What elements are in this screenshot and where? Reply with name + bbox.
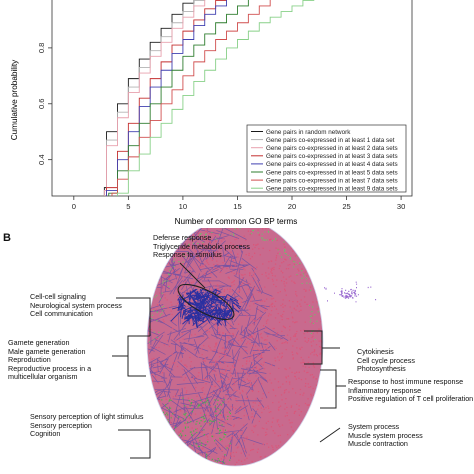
y-tick-label: 0.6 — [37, 98, 46, 109]
label-cell-cell: Cell-cell signaling Neurological system … — [30, 292, 122, 319]
network-nodes-green — [160, 397, 231, 466]
bracket-8 — [320, 369, 337, 409]
legend-entry-1: Gene pairs in random network — [266, 129, 351, 136]
label-cytokinesis: Cytokinesis Cell cycle process Photosynt… — [357, 347, 415, 374]
bracket-2 — [116, 297, 151, 336]
x-tick-label: 25 — [342, 202, 350, 211]
purple-cluster-nodes — [324, 281, 377, 303]
cumulative-probability-chart: 0 5 10 15 20 25 30 0.4 0.6 0.8 Gene pairs in rand… — [10, 0, 413, 226]
x-tick-label: 15 — [233, 202, 241, 211]
label-system: System process Muscle system process Mus… — [348, 422, 423, 449]
legend-entry-3: Gene pairs co-expressed in at least 2 da… — [266, 145, 398, 152]
x-tick-label: 20 — [288, 202, 296, 211]
bracket-5 — [118, 429, 151, 459]
legend-entry-4: Gene pairs co-expressed in at least 3 da… — [266, 153, 398, 160]
annotation-brackets — [112, 262, 346, 459]
network-cluster-blue — [170, 288, 242, 329]
x-axis-label: Number of common GO BP terms — [175, 217, 298, 226]
y-tick-label: 0.8 — [37, 43, 46, 54]
series-line-6 — [108, 0, 249, 196]
chart-series — [103, 0, 315, 196]
series-line-1 — [103, 0, 195, 196]
panel-letter-b: B — [3, 232, 11, 244]
network-outline — [146, 228, 324, 467]
x-tick-label: 5 — [126, 202, 130, 211]
label-gamete: Gamete generation Male gamete generation… — [8, 338, 92, 382]
network-nodes-edge — [149, 228, 323, 343]
y-axis-label: Cumulative probability — [10, 59, 19, 140]
legend-entry-5: Gene pairs co-expressed in at least 4 da… — [266, 161, 398, 168]
label-sensory: Sensory perception of light stimulus Sen… — [30, 412, 144, 439]
series-line-8 — [117, 0, 315, 196]
highlight-ellipse — [177, 283, 235, 321]
y-tick-label: 0.4 — [37, 154, 46, 165]
gene-network-plot — [112, 228, 377, 467]
bracket-10 — [319, 427, 341, 443]
bracket-1 — [179, 262, 206, 289]
network-blob — [147, 228, 323, 466]
x-tick-label: 30 — [397, 202, 405, 211]
legend-entry-6: Gene pairs co-expressed in at least 5 da… — [266, 169, 398, 176]
legend-box — [246, 124, 407, 193]
series-line-3 — [103, 0, 206, 196]
chart-axes: 0 5 10 15 20 25 30 0.4 0.6 0.8 — [37, 0, 413, 211]
series-line-7 — [111, 0, 271, 196]
legend-entry-8: Gene pairs co-expressed in at least 9 da… — [266, 186, 398, 193]
legend-entry-2: Gene pairs co-expressed in at least 1 da… — [266, 137, 395, 144]
x-tick-label: 0 — [72, 202, 76, 211]
purple-cluster — [324, 281, 377, 303]
series-line-2 — [103, 0, 206, 196]
label-defense: Defense response Triglyceride metabolic … — [153, 233, 250, 260]
label-immune: Response to host immune response Inflamm… — [348, 377, 474, 404]
legend-entry-7: Gene pairs co-expressed in at least 7 da… — [266, 177, 398, 184]
series-line-4 — [106, 0, 227, 196]
plot-frame — [51, 0, 413, 197]
x-tick-label: 10 — [179, 202, 187, 211]
